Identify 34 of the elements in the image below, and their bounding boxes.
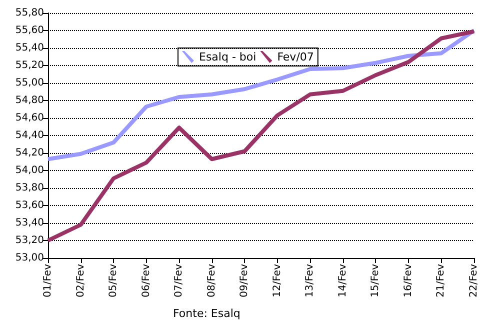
x-tick-label: 16/Fev bbox=[402, 264, 414, 298]
x-tick-label: 21/Fev bbox=[436, 264, 447, 298]
x-tick-label: 14/Fev bbox=[337, 264, 348, 298]
y-tick-label: 53,60 bbox=[15, 200, 44, 211]
x-tick-label: 07/Fev bbox=[174, 264, 185, 298]
y-tick-label: 55,80 bbox=[15, 8, 44, 18]
x-tick-label: 13/Fev bbox=[304, 264, 316, 298]
source-note: Fonte: Esalq bbox=[173, 307, 240, 320]
x-tick-label: 01/Fev bbox=[42, 264, 54, 298]
y-tick-label: 53,40 bbox=[15, 218, 44, 228]
y-tick-label: 54,40 bbox=[15, 130, 44, 141]
x-tick-label: 08/Fev bbox=[206, 264, 218, 298]
x-tick-label: 05/Fev bbox=[108, 264, 120, 298]
y-tick-label: 53,00 bbox=[15, 252, 44, 264]
x-tick-label: 15/Fev bbox=[370, 264, 382, 298]
y-tick-label: 54,80 bbox=[15, 95, 44, 106]
line-series bbox=[46, 29, 476, 242]
x-tick-label: 12/Fev bbox=[272, 264, 283, 298]
y-tick-label: 55,40 bbox=[15, 42, 44, 54]
x-tick-label: 09/Fev bbox=[239, 264, 250, 298]
legend-label: Esalq - boi bbox=[199, 50, 256, 64]
y-tick-label: 54,00 bbox=[15, 165, 44, 176]
y-tick-label: 55,00 bbox=[15, 78, 44, 88]
line-series bbox=[46, 28, 476, 162]
y-tick-label: 54,20 bbox=[15, 148, 44, 158]
y-tick-label: 53,80 bbox=[15, 182, 44, 194]
y-tick-label: 55,20 bbox=[15, 60, 44, 71]
x-tick-label: 06/Fev bbox=[140, 264, 152, 298]
y-tick-label: 54,60 bbox=[15, 112, 44, 124]
x-tick-label: 02/Fev bbox=[75, 264, 86, 298]
legend-label: Fev/07 bbox=[277, 50, 314, 64]
y-tick-label: 53,20 bbox=[15, 235, 44, 246]
x-tick-label: 22/Fev bbox=[468, 264, 480, 298]
y-tick-label: 55,60 bbox=[15, 25, 44, 36]
